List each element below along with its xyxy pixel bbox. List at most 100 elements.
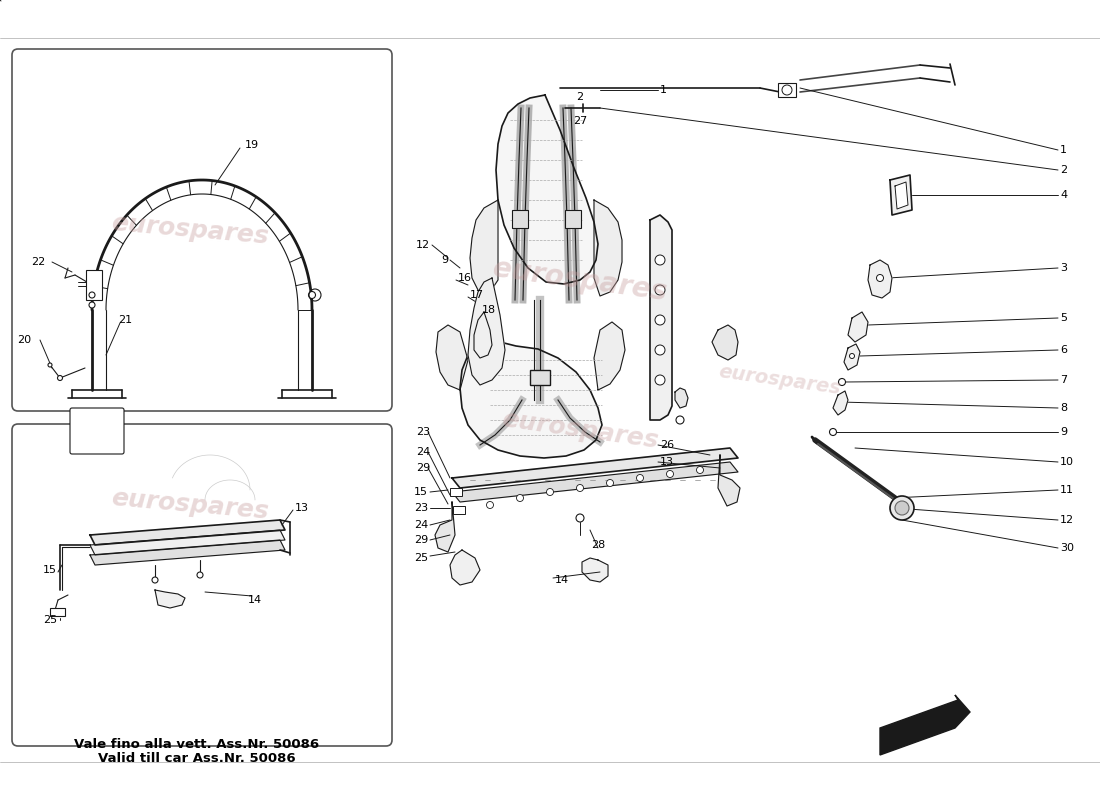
Circle shape [829, 429, 836, 435]
Text: 19: 19 [245, 140, 260, 150]
Circle shape [57, 375, 63, 381]
Circle shape [667, 470, 673, 478]
Text: 2: 2 [1060, 165, 1067, 175]
Circle shape [890, 496, 914, 520]
Text: 26: 26 [660, 440, 674, 450]
Text: 29: 29 [416, 463, 430, 473]
Text: 22: 22 [31, 257, 45, 267]
Circle shape [197, 572, 204, 578]
Circle shape [637, 474, 644, 482]
Polygon shape [868, 260, 892, 298]
Text: 5: 5 [1060, 313, 1067, 323]
Polygon shape [474, 312, 492, 358]
Polygon shape [844, 344, 860, 370]
Circle shape [654, 285, 666, 295]
Text: eurospares: eurospares [110, 486, 270, 524]
Bar [512, 210, 528, 228]
Circle shape [89, 302, 95, 308]
Text: 28: 28 [591, 540, 605, 550]
Polygon shape [452, 448, 738, 488]
Text: eurospares: eurospares [492, 254, 669, 306]
FancyBboxPatch shape [12, 49, 392, 411]
Text: Vale fino alla vett. Ass.Nr. 50086: Vale fino alla vett. Ass.Nr. 50086 [75, 738, 320, 751]
Text: 24: 24 [416, 447, 430, 457]
Circle shape [654, 255, 666, 265]
Bar [450, 488, 462, 496]
Text: 25: 25 [43, 615, 57, 625]
Text: 18: 18 [482, 305, 496, 315]
Polygon shape [712, 325, 738, 360]
Polygon shape [890, 175, 912, 215]
Text: 15: 15 [43, 565, 57, 575]
Polygon shape [675, 388, 688, 408]
Polygon shape [470, 200, 498, 295]
Circle shape [152, 577, 158, 583]
Text: 16: 16 [458, 273, 472, 283]
Text: eurospares: eurospares [500, 407, 660, 453]
Circle shape [308, 291, 316, 298]
Text: 3: 3 [1060, 263, 1067, 273]
Polygon shape [90, 540, 285, 565]
Text: 23: 23 [414, 503, 428, 513]
Polygon shape [718, 455, 740, 506]
Circle shape [676, 416, 684, 424]
Text: 10: 10 [1060, 457, 1074, 467]
Polygon shape [833, 391, 848, 415]
Circle shape [696, 466, 704, 474]
Text: 9: 9 [1060, 427, 1067, 437]
Text: 20: 20 [16, 335, 31, 345]
Bar [86, 270, 102, 300]
Text: 9: 9 [441, 255, 448, 265]
Text: 8: 8 [1060, 403, 1067, 413]
Polygon shape [880, 695, 970, 755]
Text: 25: 25 [414, 553, 428, 563]
Circle shape [89, 292, 95, 298]
Bar [50, 608, 65, 616]
Text: 4: 4 [1060, 190, 1067, 200]
Text: 13: 13 [660, 457, 674, 467]
Text: 21: 21 [118, 315, 132, 325]
Text: Valid till car Ass.Nr. 50086: Valid till car Ass.Nr. 50086 [98, 751, 296, 765]
Polygon shape [460, 340, 602, 458]
Polygon shape [594, 322, 625, 390]
Text: eurospares: eurospares [717, 362, 843, 398]
Polygon shape [496, 95, 598, 284]
Circle shape [576, 514, 584, 522]
Circle shape [877, 274, 883, 282]
Text: 1: 1 [1060, 145, 1067, 155]
Circle shape [849, 354, 855, 358]
Polygon shape [848, 312, 868, 342]
Text: 7: 7 [1060, 375, 1067, 385]
Text: 24: 24 [414, 520, 428, 530]
Polygon shape [452, 462, 738, 502]
Text: eurospares: eurospares [110, 211, 270, 249]
Text: 17: 17 [470, 290, 484, 300]
Circle shape [48, 363, 52, 367]
Bar [530, 370, 550, 385]
Text: 30: 30 [1060, 543, 1074, 553]
Polygon shape [155, 590, 185, 608]
Circle shape [782, 85, 792, 95]
Polygon shape [895, 182, 908, 209]
Polygon shape [90, 520, 285, 545]
Circle shape [517, 494, 524, 502]
Circle shape [895, 501, 909, 515]
Text: 1: 1 [660, 85, 667, 95]
Text: 23: 23 [416, 427, 430, 437]
Polygon shape [650, 215, 672, 420]
Circle shape [838, 378, 846, 386]
Text: 2: 2 [576, 92, 584, 102]
Circle shape [654, 315, 666, 325]
Polygon shape [582, 558, 608, 582]
Text: 11: 11 [1060, 485, 1074, 495]
Circle shape [654, 375, 666, 385]
Text: 29: 29 [414, 535, 428, 545]
Text: 14: 14 [248, 595, 262, 605]
Circle shape [547, 489, 553, 495]
Polygon shape [468, 278, 505, 385]
Text: 12: 12 [1060, 515, 1074, 525]
Bar [778, 83, 796, 97]
Polygon shape [436, 325, 468, 390]
FancyBboxPatch shape [12, 424, 392, 746]
Bar [453, 506, 465, 514]
